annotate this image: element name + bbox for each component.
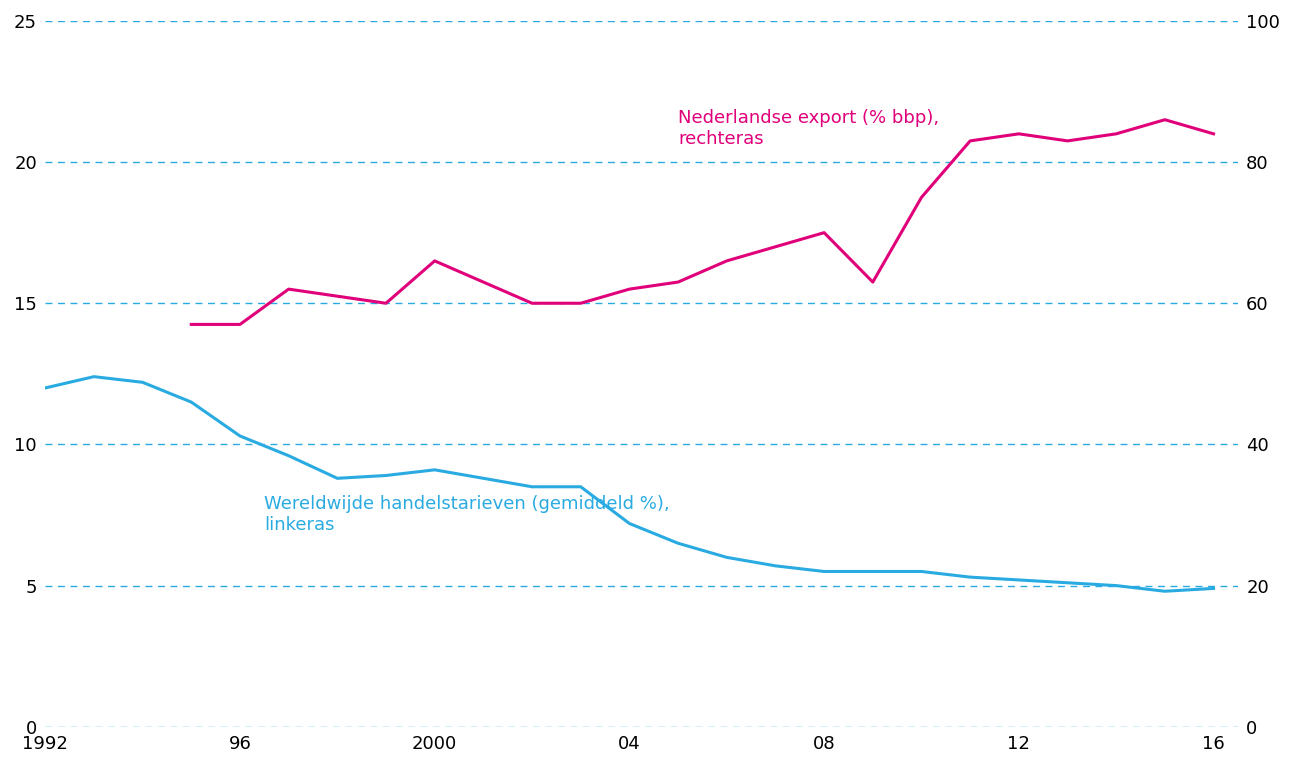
Text: Wereldwijde handelstarieven (gemiddeld %),
linkeras: Wereldwijde handelstarieven (gemiddeld %… xyxy=(264,495,670,534)
Text: Nederlandse export (% bbp),
rechteras: Nederlandse export (% bbp), rechteras xyxy=(678,109,939,148)
